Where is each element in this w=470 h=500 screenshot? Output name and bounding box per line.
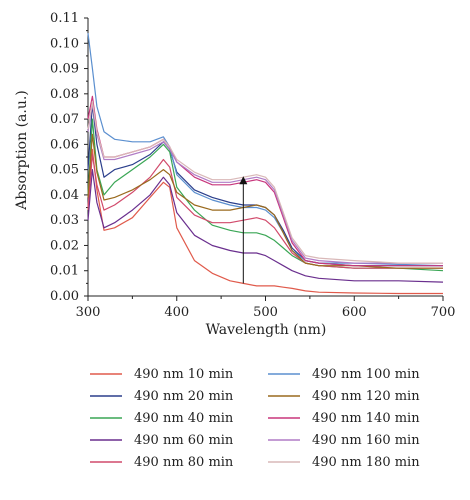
x-axis-title: Wavelength (nm): [206, 322, 327, 338]
legend-label: 490 nm 10 min: [134, 367, 234, 382]
series-line: [87, 148, 443, 295]
y-tick-label: 0.00: [50, 289, 79, 304]
y-axis-title: Absorption (a.u.): [14, 90, 30, 211]
y-tick-label: 0.02: [50, 238, 79, 253]
y-tick-label: 0.06: [50, 137, 79, 152]
y-tick-label: 0.07: [50, 112, 79, 127]
y-tick-label: 0.05: [50, 163, 79, 178]
legend-label: 490 nm 180 min: [312, 455, 420, 470]
legend-label: 490 nm 60 min: [134, 433, 234, 448]
x-tick-label: 400: [164, 305, 189, 320]
legend-label: 490 nm 80 min: [134, 455, 234, 470]
series-line: [87, 133, 443, 269]
y-tick-label: 0.03: [50, 213, 79, 228]
series-line: [87, 100, 443, 264]
series-line: [87, 103, 443, 264]
arrow-head: [239, 176, 248, 185]
y-tick-label: 0.09: [50, 62, 79, 77]
plot-area: 0.00 0.01 0.02 0.03 0.04 0.05 0.06 0.07 0.08 0.09…: [50, 11, 455, 320]
legend-label: 490 nm 120 min: [312, 389, 420, 404]
x-tick-label: 600: [342, 305, 367, 320]
x-tick-label: 300: [76, 305, 101, 320]
y-tick-label: 0.11: [50, 11, 79, 26]
y-tick-label: 0.10: [50, 36, 79, 51]
series-line: [87, 153, 443, 269]
series-line: [87, 95, 443, 267]
legend-label: 490 nm 140 min: [312, 411, 420, 426]
y-tick-label: 0.01: [50, 264, 79, 279]
legend-label: 490 nm 20 min: [134, 389, 234, 404]
y-tick-label: 0.04: [50, 188, 79, 203]
y-tick-label: 0.08: [50, 87, 79, 102]
legend-label: 490 nm 100 min: [312, 367, 420, 382]
series-line: [87, 169, 444, 283]
x-tick-label: 700: [431, 305, 456, 320]
legend: 490 nm 10 min 490 nm 20 min 490 nm 40 min 4…: [90, 367, 420, 470]
legend-label: 490 nm 160 min: [312, 433, 420, 448]
x-tick-label: 500: [253, 305, 278, 320]
legend-label: 490 nm 40 min: [134, 411, 234, 426]
